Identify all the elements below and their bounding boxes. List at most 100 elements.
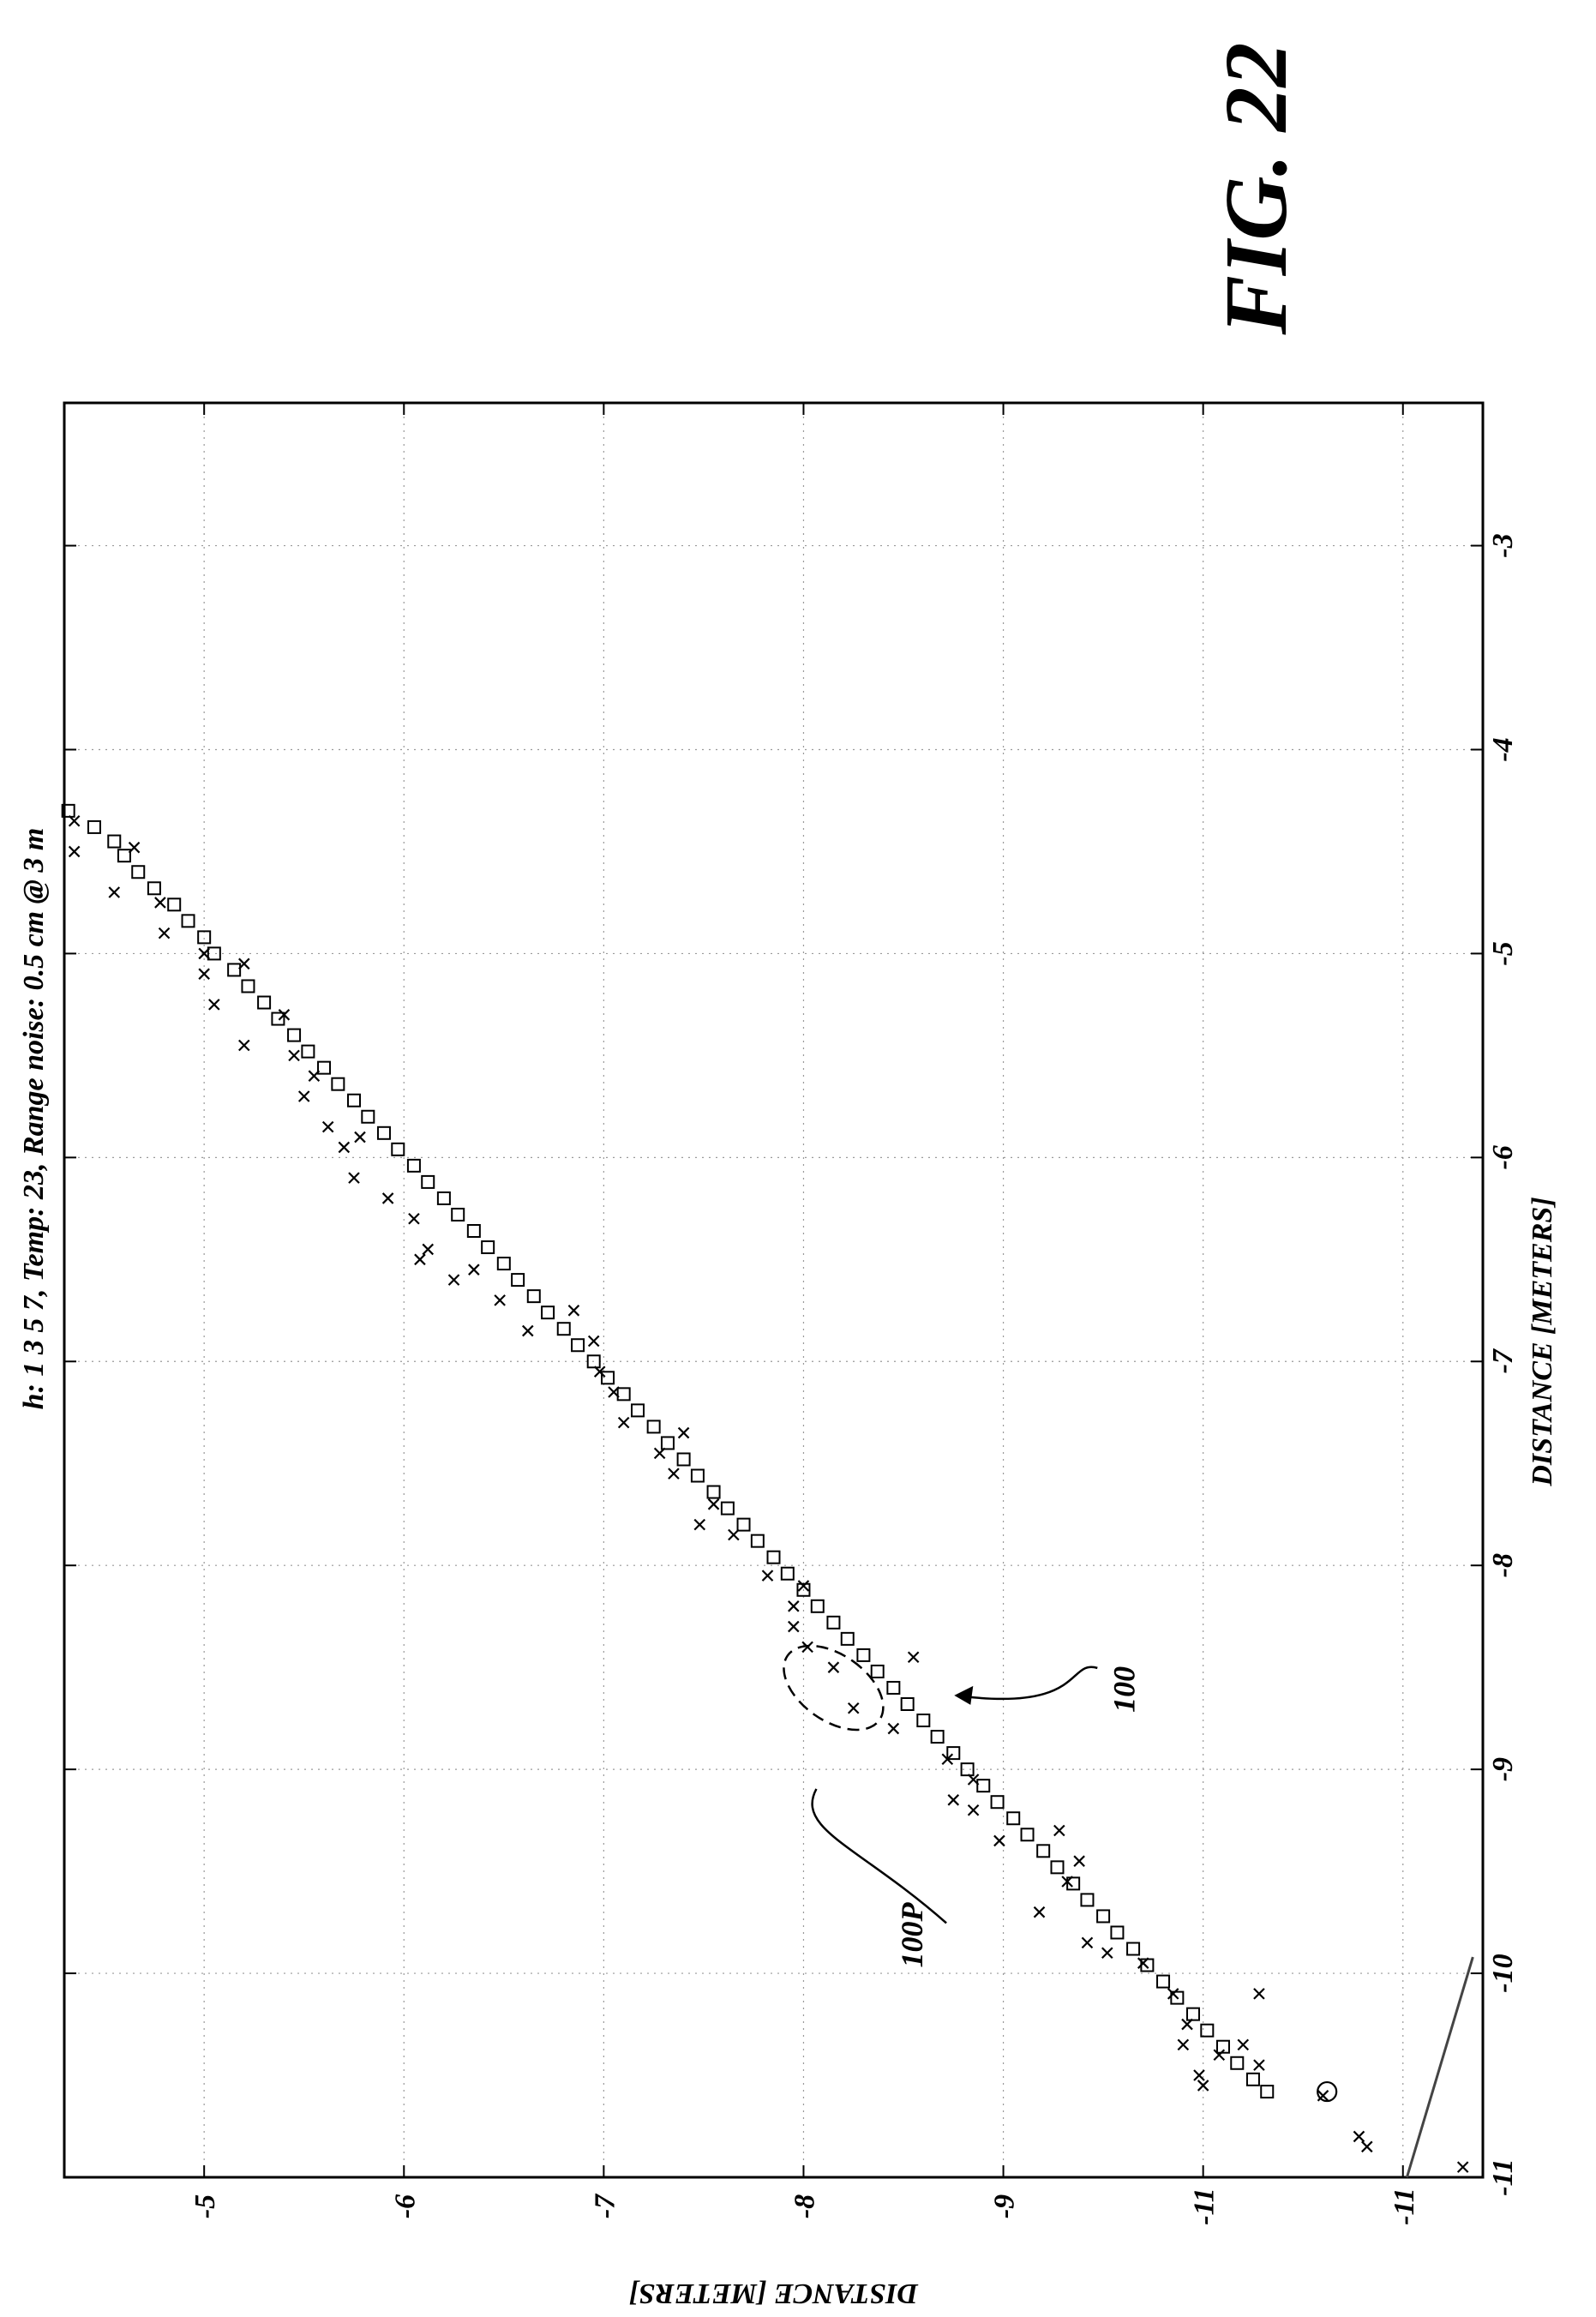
annotation-layer: 100P 100 [783, 1644, 1338, 2103]
solid-line [1405, 1956, 1474, 2178]
x-point [677, 1426, 690, 1439]
x-point [1253, 2059, 1265, 2071]
square-series [61, 803, 1275, 2099]
x-point [447, 1274, 460, 1286]
x-point [707, 1498, 720, 1510]
square-point [436, 1191, 451, 1205]
dashed-ellipse [783, 1644, 885, 1732]
x-tick-labels: -11 -10 -9 -8 -7 -6 -5 -4 -3 [1487, 533, 1519, 2195]
x-point [408, 1212, 420, 1225]
square-point [1080, 1893, 1095, 1907]
square-point [526, 1289, 541, 1304]
square-point [61, 803, 75, 818]
square-point [976, 1779, 991, 1793]
x-tick-label: -9 [1487, 1757, 1519, 1781]
square-point [107, 834, 122, 849]
y-tick-label: -11 [1189, 2188, 1221, 2224]
x-point [1073, 1855, 1085, 1867]
x-point [158, 927, 171, 939]
ref-label-100p: 100P [895, 1901, 929, 1967]
x-point [422, 1243, 435, 1256]
x-point [967, 1804, 980, 1816]
square-point [1200, 2023, 1215, 2038]
x-point [348, 1172, 360, 1184]
square-point [257, 995, 272, 1010]
x-point [947, 1794, 960, 1806]
square-point [271, 1011, 285, 1026]
square-point [616, 1387, 631, 1402]
x-point [593, 1366, 606, 1378]
x-point [354, 1131, 366, 1143]
square-point [227, 963, 242, 977]
square-point [990, 1795, 1005, 1810]
x-point [154, 897, 166, 909]
x-point [1353, 2130, 1365, 2143]
square-point [1215, 2039, 1230, 2054]
x-point [108, 886, 121, 898]
plot-frame [63, 401, 1485, 2179]
x-point [587, 1335, 600, 1348]
square-point [780, 1566, 795, 1581]
square-point [856, 1648, 871, 1662]
x-point [1167, 1988, 1179, 2000]
square-point [421, 1174, 435, 1189]
x-point [567, 1305, 580, 1317]
x-point [827, 1661, 840, 1673]
x-tick-label: -5 [1487, 941, 1519, 965]
x-point [1053, 1824, 1065, 1837]
x-point [887, 1722, 900, 1735]
x-point [128, 841, 141, 854]
x-point [68, 845, 81, 858]
square-point [376, 1125, 391, 1140]
square-point [886, 1680, 901, 1695]
square-point [946, 1746, 961, 1761]
x-point [653, 1447, 666, 1460]
x-point [761, 1570, 774, 1582]
y-tick-label: -9 [989, 2194, 1021, 2218]
x-point [1253, 1988, 1265, 2000]
square-point [930, 1730, 945, 1744]
x-tick-label: -7 [1487, 1348, 1519, 1373]
x-point [847, 1702, 860, 1714]
x-tick-label: -8 [1487, 1553, 1519, 1577]
x-point [308, 1070, 321, 1082]
square-point [406, 1158, 421, 1173]
square-point [1140, 1958, 1155, 1972]
x-point [668, 1468, 680, 1480]
square-point [796, 1582, 811, 1597]
x-point [1456, 2161, 1469, 2173]
x-point [522, 1324, 534, 1337]
x-point [238, 1039, 250, 1052]
x-point [1213, 2049, 1226, 2062]
square-point [840, 1631, 855, 1646]
square-point [660, 1436, 675, 1450]
square-point [736, 1517, 751, 1532]
x-point [297, 1090, 310, 1102]
x-point [1137, 1957, 1149, 1969]
square-point [1006, 1811, 1021, 1826]
figure-label: FIG. 22 [1207, 43, 1305, 336]
x-point [941, 1753, 954, 1766]
x-point [278, 1009, 291, 1021]
y-tick-labels: -5 -6 -7 -8 -9 -11 -11 [189, 2188, 1420, 2224]
grid-lines [64, 403, 1483, 2177]
solid-line-layer [1405, 1956, 1474, 2178]
square-point [676, 1452, 691, 1467]
x-axis-label: DISTANCE [METERS] [1527, 1197, 1558, 1486]
x-point [993, 1834, 1005, 1847]
square-point [451, 1207, 465, 1222]
x-point [1033, 1906, 1046, 1918]
x-point [1061, 1876, 1073, 1888]
square-point [147, 881, 161, 896]
x-point [381, 1192, 394, 1204]
square-point [317, 1060, 332, 1075]
square-point [1036, 1844, 1051, 1858]
square-point [1050, 1860, 1065, 1875]
x-point [1181, 2018, 1193, 2031]
square-point [481, 1240, 495, 1255]
square-point [241, 979, 255, 993]
leader-100p [811, 1788, 947, 1924]
square-point [1156, 1974, 1171, 1989]
x-point [198, 947, 210, 960]
